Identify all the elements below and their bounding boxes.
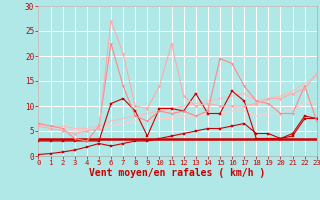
X-axis label: Vent moyen/en rafales ( km/h ): Vent moyen/en rafales ( km/h ) <box>90 168 266 178</box>
